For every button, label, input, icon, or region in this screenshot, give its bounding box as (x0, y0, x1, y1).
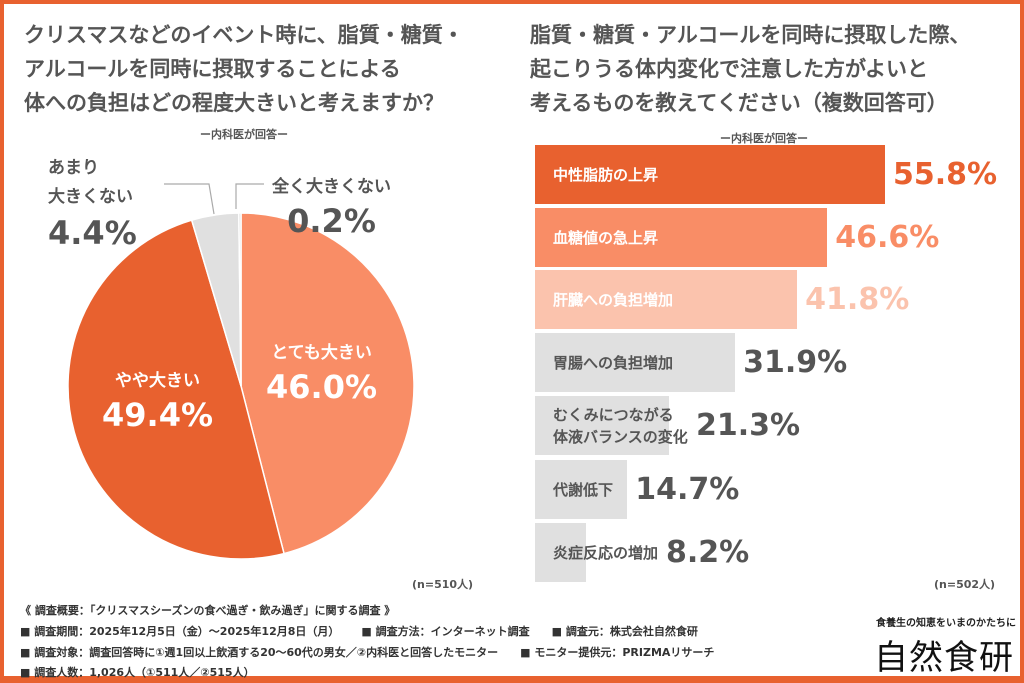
bar: 中性脂肪の上昇 (535, 145, 885, 204)
bar: むくみにつながる 体液バランスの変化 (535, 396, 688, 455)
bar-value: 31.9% (743, 345, 848, 380)
pie-slice (240, 212, 415, 555)
survey-period: ■ 調査期間：2025年12月5日（金）〜2025年12月8日（月） (20, 625, 340, 638)
bar: 炎症反応の増加 (535, 523, 658, 582)
bar-category: 血糖値の急上昇 (553, 228, 659, 247)
title-line: クリスマスなどのイベント時に、脂質・糖質・ (24, 23, 464, 47)
survey-target: ■ 調査対象：調査回答時に①週1回以上飲酒する20〜60代の男女／②内科医と回答… (20, 646, 499, 659)
right-respondent: ー内科医が回答ー (720, 132, 808, 145)
bar-category: 肝臓への負担増加 (553, 290, 674, 309)
pie-label: とても大きい 46.0% (266, 340, 377, 408)
survey-source: ■ 調査元：株式会社自然食研 (551, 625, 698, 638)
pie-category: 全く大きくない (272, 177, 391, 197)
leader-line (235, 183, 264, 209)
logo: 自然食研 (874, 638, 1014, 678)
pie-category: とても大きい (271, 343, 372, 363)
pie-category: 大きくない (48, 187, 133, 207)
monitor-provider: ■ モニター提供元：PRIZMAリサーチ (520, 646, 715, 659)
bar: 血糖値の急上昇 (535, 208, 828, 267)
leader-line (164, 183, 215, 215)
bar-category: 炎症反応の増加 (553, 543, 659, 562)
pie-slice (238, 212, 242, 387)
bar: 肝臓への負担増加 (535, 270, 798, 329)
bar: 代謝低下 (535, 460, 628, 519)
infographic: クリスマスなどのイベント時に、脂質・糖質・ アルコールを同時に摂取することによる… (4, 4, 1020, 679)
bar-value: 14.7% (635, 472, 740, 507)
pie-category: やや大きい (115, 371, 200, 391)
footer-row: 《 調査概要：「クリスマスシーズンの食べ過ぎ・飲み過ぎ」に関する調査 》 (20, 600, 395, 620)
title-line: 体への負担はどの程度大きいと考えますか？ (24, 91, 444, 115)
title-line: 考えるものを教えてください（複数回答可） (530, 91, 948, 115)
logo-tagline: 食養生の知恵をいまのかたちに (876, 618, 1016, 629)
bar: 胃腸への負担増加 (535, 333, 736, 392)
bar-category: むくみにつながる 体液バランスの変化 (553, 405, 688, 446)
footer-row: ■ 調査人数：1,026人（①511人／②515人） (20, 662, 255, 682)
footer-row: ■ 調査期間：2025年12月5日（金）〜2025年12月8日（月） ■ 調査方… (20, 621, 698, 641)
pie-value: 0.2% (287, 202, 376, 240)
pie-value: 46.0% (266, 368, 378, 406)
bar-category: 胃腸への負担増加 (553, 353, 674, 372)
survey-method: ■ 調査方法：インターネット調査 (361, 625, 530, 638)
left-title: クリスマスなどのイベント時に、脂質・糖質・ アルコールを同時に摂取することによる… (24, 18, 464, 120)
bar-value: 55.8% (893, 157, 998, 192)
pie-category: あまり (48, 158, 99, 178)
left-sample-size: (n=510人) (412, 578, 474, 591)
title-line: 脂質・糖質・アルコールを同時に摂取した際、 (530, 23, 971, 47)
title-line: 起こりうる体内変化で注意した方がよいと (530, 57, 928, 81)
left-respondent: ー内科医が回答ー (200, 128, 288, 141)
bar-category: 代謝低下 (553, 480, 614, 499)
bar-value: 46.6% (835, 220, 940, 255)
pie-slice (67, 219, 285, 560)
right-title: 脂質・糖質・アルコールを同時に摂取した際、 起こりうる体内変化で注意した方がよい… (530, 18, 970, 120)
right-sample-size: (n=502人) (934, 578, 996, 591)
pie-label: やや大きい 49.4% (102, 368, 213, 436)
bar-value: 21.3% (696, 408, 801, 443)
bar-value: 8.2% (666, 535, 750, 570)
pie-value: 49.4% (102, 396, 214, 434)
pie-label: 全く大きくない 0.2% (272, 174, 391, 242)
bar-value: 41.8% (805, 282, 910, 317)
pie-value: 4.4% (48, 214, 137, 252)
pie-chart (67, 183, 415, 560)
survey-heading: 《 調査概要：「クリスマスシーズンの食べ過ぎ・飲み過ぎ」に関する調査 》 (20, 604, 396, 617)
bar-category: 中性脂肪の上昇 (553, 165, 659, 184)
title-line: アルコールを同時に摂取することによる (24, 57, 401, 81)
footer-row: ■ 調査対象：調査回答時に①週1回以上飲酒する20〜60代の男女／②内科医と回答… (20, 642, 714, 662)
pie-label: あまり大きくない 4.4% (48, 154, 137, 254)
survey-count: ■ 調査人数：1,026人（①511人／②515人） (20, 666, 255, 679)
